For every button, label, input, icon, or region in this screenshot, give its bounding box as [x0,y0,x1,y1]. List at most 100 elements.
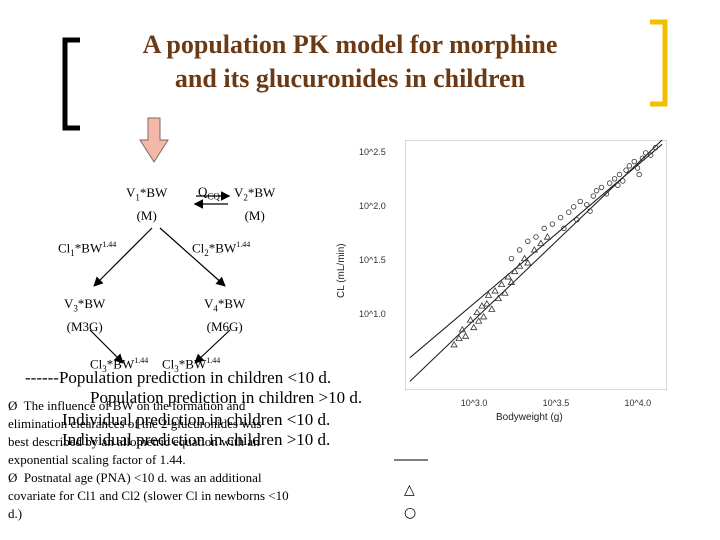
data-point-triangle [455,334,463,341]
v1-label: V1*BW [126,185,168,203]
data-point-circle [631,158,637,165]
scatter-plot [405,140,667,390]
legend-ind-gt10: Individual prediction in children >10 d. [62,430,331,449]
y-tick-label: 10^2.0 [359,200,386,211]
data-point-triangle [488,305,496,312]
bullet-1-line-2: elimination clearances of the 2 glucuron… [8,416,262,431]
data-point-circle [577,198,583,205]
data-point-triangle [491,287,499,294]
data-point-triangle [543,233,552,240]
data-point-circle [566,209,572,215]
cl3-arrow [89,329,124,364]
data-point-triangle [530,246,539,253]
data-point-circle [636,171,642,178]
legend-pop-gt10: Population prediction in children >10 d. [90,388,363,407]
data-point-triangle [450,340,458,348]
v3-label: V3*BW [64,296,106,314]
plot-frame [405,140,667,390]
title-line-1: A population PK model for morphine [142,30,558,59]
data-point-circle [561,225,567,232]
y-tick-label: 10^1.5 [359,254,386,265]
data-point-circle [516,247,523,253]
bullet-1: Ø The influence of BW on the formation a… [8,397,351,469]
bullet-2: Ø Postnatal age (PNA) <10 d. was an addi… [8,469,351,523]
legend-ind-lt10: Individual prediction in children <10 d. [62,410,331,429]
bullet-1-line-3: best described by an allometric equation… [8,434,260,449]
data-point-circle [590,193,597,199]
data-point-circle [541,225,547,232]
chart-y-label: CL (mL/min) [336,243,347,298]
cl1-label: Cl1*BW1.44 [58,240,117,258]
data-point-circle [616,171,623,178]
v4-label: V4*BW [204,296,246,314]
data-point-circle [508,255,515,262]
x-tick-label: 10^4.0 [624,398,652,408]
data-point-circle [593,187,600,194]
bullet-arrow-icon: Ø [8,398,18,413]
chart-x-label: Bodyweight (g) [496,412,563,423]
data-point-triangle [470,323,478,331]
v2-label: V2*BW [234,185,276,203]
data-point-circle [647,152,654,158]
legend-triangle-icon: △ [404,482,415,498]
v4-unit: (M6G) [206,318,243,334]
cl1-arrow [93,227,153,287]
title-line-2: and its glucuronides in children [174,64,526,93]
compartment-v4: V4*BW (M6G) [204,295,245,335]
data-point-circle [603,191,610,197]
data-point-triangle [501,289,509,296]
y-tick-label: 10^2.5 [359,146,386,157]
data-point-triangle [511,267,519,275]
data-point-circle [615,182,621,188]
prediction-line-2 [409,143,663,359]
page-title: A population PK model for morphine and i… [90,28,610,96]
bullet-2-line-3: d.) [8,506,23,521]
bullet-1-line-4: exponential scaling factor of 1.44. [8,452,186,467]
cl4-label: Cl3*BW1.44 [162,356,221,374]
data-point-triangle [461,332,470,339]
data-point-circle [598,184,605,191]
cl4-arrow [194,329,231,364]
data-point-circle [643,150,649,156]
compartment-v3: V3*BW (M3G) [64,295,105,335]
data-point-circle [570,204,577,210]
data-point-circle [557,214,564,221]
data-point-triangle [524,259,532,266]
cl2-arrow [159,227,226,287]
y-tick-label: 10^1.0 [359,308,386,319]
data-point-circle [574,217,580,223]
data-point-triangle [497,280,506,287]
data-point-triangle [473,308,481,316]
pk-model-diagram [89,117,231,364]
data-point-triangle [507,278,516,285]
data-point-circle [549,221,556,227]
data-point-circle [611,176,618,182]
v3-unit: (M3G) [66,318,103,334]
data-point-circle [533,234,539,240]
x-tick-label: 10^3.0 [460,398,488,408]
data-point-triangle [466,316,475,323]
data-point-circle [620,178,626,184]
compartment-v2: V2*BW (M) [234,184,275,224]
bullet-2-text-1: Postnatal age (PNA) <10 d. was an additi… [23,470,262,485]
data-point-circle [606,180,613,186]
bullet-1-text-1: The influence of BW on the formation and [23,398,246,413]
data-point-circle [584,201,590,208]
dose-input-arrow [139,117,169,163]
x-tick-label: 10^3.5 [542,398,570,408]
data-point-triangle [537,239,545,247]
data-point-triangle [483,299,491,307]
data-point-triangle [458,325,467,333]
data-point-triangle [484,291,493,298]
legend-pop-lt10: ------Population prediction in children … [25,368,332,387]
data-point-circle [652,144,659,151]
data-point-triangle [479,312,488,320]
v1-unit: (M) [136,207,157,223]
compartment-v1: V1*BW (M) [126,184,167,224]
data-point-triangle [515,262,524,269]
data-point-triangle [494,294,503,302]
data-point-circle [525,238,531,244]
data-point-circle [626,163,633,169]
v2-unit: (M) [244,207,265,223]
